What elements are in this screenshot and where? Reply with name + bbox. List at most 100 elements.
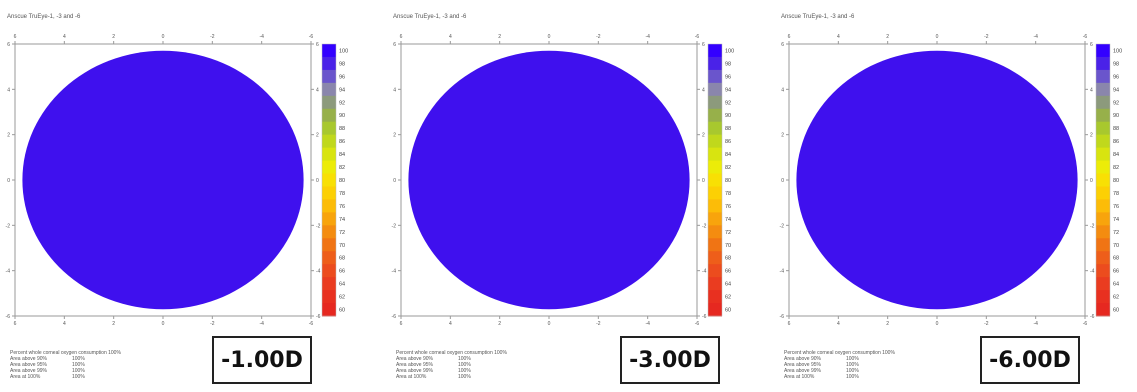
stats-row: Area at 100% 100% <box>10 374 121 380</box>
scale-label: 64 <box>1113 282 1119 288</box>
scale-label: 84 <box>725 152 731 158</box>
scale-swatch <box>322 199 336 213</box>
x-tick-label: 4 <box>449 321 452 327</box>
x-tick-label: 4 <box>449 34 452 40</box>
y-tick-label: 4 <box>7 87 10 93</box>
y-tick-label: 0 <box>702 178 705 184</box>
y-tick-label: -4 <box>1090 269 1095 275</box>
chart-title: Anscue TruEye-1, -3 and -6 <box>781 14 855 20</box>
y-tick-label: 4 <box>702 87 705 93</box>
scale-swatch <box>708 199 722 213</box>
y-tick-label: 2 <box>7 133 10 139</box>
scale-swatch <box>322 56 336 71</box>
y-tick-label: 6 <box>316 42 319 48</box>
scale-label: 92 <box>1113 100 1119 106</box>
x-tick-label: 6 <box>14 34 17 40</box>
y-tick-label: 0 <box>781 178 784 184</box>
y-tick-label: -6 <box>702 314 707 320</box>
x-tick-label: 0 <box>162 34 165 40</box>
scale-label: 74 <box>339 217 345 223</box>
scale-swatch <box>322 186 336 200</box>
y-tick-label: 2 <box>702 133 705 139</box>
x-tick-label: -4 <box>259 34 264 40</box>
stats-row: Percent whole corneal oxygen consumption… <box>396 350 507 356</box>
scale-swatch <box>1096 95 1110 110</box>
stats-label: Area at 100% <box>784 374 815 380</box>
y-tick-label: -4 <box>780 269 785 275</box>
scale-swatch <box>322 251 336 265</box>
scale-swatch <box>1096 134 1110 149</box>
diopter-label: -3.00D <box>620 336 720 384</box>
scale-swatch <box>708 212 722 226</box>
scale-swatch <box>322 173 336 187</box>
scale-swatch <box>322 108 336 123</box>
scale-label: 88 <box>725 126 731 132</box>
y-tick-label: 4 <box>316 87 319 93</box>
scale-label: 78 <box>725 191 731 197</box>
chart-panel-3: Anscue TruEye-1, -3 and -6 6 6 4 4 2 2 0 0 -2 -2-… <box>774 0 1137 392</box>
scale-swatch <box>1096 160 1110 175</box>
stats-row: Area above 99% 100% <box>396 368 507 374</box>
scale-swatch <box>1096 251 1110 265</box>
scale-swatch <box>322 277 336 291</box>
scale-label: 82 <box>339 165 345 171</box>
scale-label: 72 <box>1113 230 1119 236</box>
x-tick-label: 2 <box>498 34 501 40</box>
y-tick-label: 0 <box>316 178 319 184</box>
y-tick-label: -4 <box>316 269 321 275</box>
stats-label: Area above 99% <box>396 368 433 374</box>
scale-frame <box>707 43 723 317</box>
scale-frame <box>1095 43 1111 317</box>
x-tick-label: -2 <box>984 321 989 327</box>
scale-label: 70 <box>339 243 345 249</box>
stats-label: Area above 99% <box>10 368 47 374</box>
scale-swatch <box>1096 290 1110 304</box>
y-tick-label: 0 <box>1090 178 1093 184</box>
scale-label: 64 <box>725 282 731 288</box>
x-tick-label: 4 <box>837 34 840 40</box>
scale-swatch <box>322 303 336 317</box>
x-tick-label: 6 <box>400 34 403 40</box>
stats-label: Area above 99% <box>784 368 821 374</box>
scale-label: 82 <box>1113 165 1119 171</box>
x-tick-label: 6 <box>788 321 791 327</box>
scale-swatch <box>708 277 722 291</box>
scale-label: 80 <box>339 178 345 184</box>
scale-label: 80 <box>725 178 731 184</box>
scale-label: 62 <box>339 295 345 301</box>
scale-label: 72 <box>339 230 345 236</box>
scale-label: 90 <box>1113 113 1119 119</box>
diopter-label: -1.00D <box>212 336 312 384</box>
x-tick-label: 2 <box>886 34 889 40</box>
stats-label: Area above 95% <box>10 362 47 368</box>
x-tick-label: -6 <box>695 34 700 40</box>
x-tick-label: -4 <box>645 34 650 40</box>
scale-label: 76 <box>725 204 731 210</box>
stats-label: Area above 95% <box>396 362 433 368</box>
scale-swatch <box>1096 121 1110 136</box>
scale-label: 76 <box>1113 204 1119 210</box>
scale-swatch <box>322 212 336 226</box>
scale-label: 66 <box>1113 269 1119 275</box>
x-tick-label: 6 <box>400 321 403 327</box>
scale-label: 96 <box>725 74 731 80</box>
scale-swatch <box>322 290 336 304</box>
scale-swatch <box>708 108 722 123</box>
scale-swatch <box>322 82 336 97</box>
scale-swatch <box>708 56 722 71</box>
stats-label: Area at 100% <box>10 374 41 380</box>
scale-label: 90 <box>725 113 731 119</box>
y-tick-label: -2 <box>702 223 707 229</box>
scale-label: 68 <box>339 256 345 262</box>
stats-label: Area above 90% <box>396 356 433 362</box>
scale-swatch <box>1096 44 1110 58</box>
x-tick-label: 0 <box>162 321 165 327</box>
scale-label: 72 <box>725 230 731 236</box>
stats-row: Area above 90% 100% <box>10 356 121 362</box>
stats-value: 100% <box>458 362 471 368</box>
scale-label: 66 <box>725 269 731 275</box>
x-tick-label: 0 <box>936 34 939 40</box>
x-tick-label: -4 <box>1033 321 1038 327</box>
scale-label: 100 <box>725 48 734 54</box>
x-tick-label: 2 <box>498 321 501 327</box>
